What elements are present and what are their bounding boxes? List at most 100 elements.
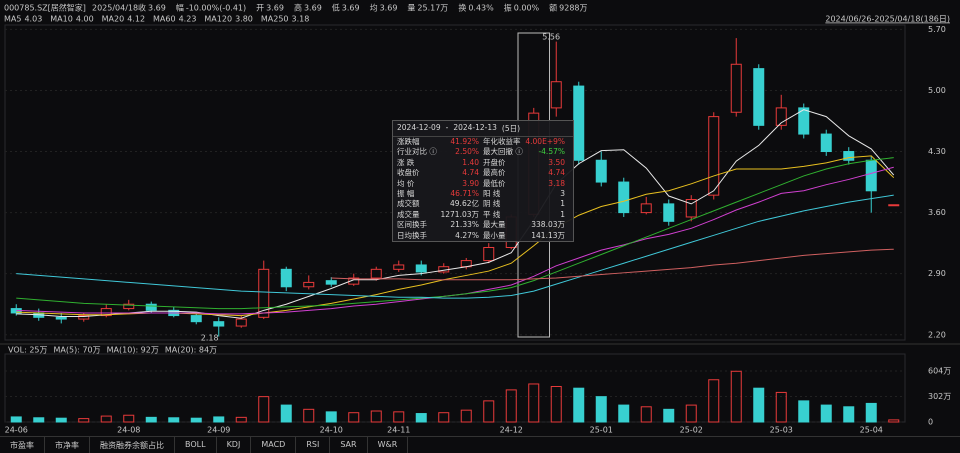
tooltip-value: 3.50 — [548, 157, 565, 167]
indicator-tab[interactable]: 融资融券余额占比 — [90, 437, 175, 453]
volume-bar — [213, 416, 225, 423]
tooltip-label: 涨跌幅 — [397, 137, 420, 146]
tooltip-label: 收盘价 — [397, 168, 420, 178]
tooltip-row: 成交额 49.62亿阴 线 1 — [393, 199, 573, 209]
indicator-tab[interactable]: 市净率 — [45, 437, 90, 453]
ma-value: 4.23 — [179, 15, 197, 24]
tooltip-header: 2024-12-09 - 2024-12-13 (5日) — [393, 121, 573, 137]
tooltip-row: 均 价 3.90 最低价 3.18 — [393, 179, 573, 189]
candle-body — [393, 264, 405, 270]
candle-body — [843, 151, 855, 161]
quote-value: 3.69 — [148, 4, 166, 13]
tooltip-value: -4.57% — [538, 147, 565, 157]
tooltip-label: 最大回撤 ⓘ — [483, 147, 523, 157]
stock-code: 000785.SZ[居然智家] — [4, 3, 86, 13]
volume-bar — [370, 410, 382, 423]
price-panel — [4, 24, 906, 341]
x-tick-label: 25-01 — [590, 426, 613, 435]
volume-legend: MA(10): 92万 — [107, 346, 159, 355]
volume-bar — [708, 379, 720, 423]
ma-name: MA120 — [204, 15, 232, 24]
candle-body — [78, 315, 90, 320]
tooltip-value: 4.74 — [548, 168, 565, 178]
quote-label: 量 — [407, 4, 415, 13]
tooltip-row: 行业对比 ⓘ 2.50% 最大回撤 ⓘ -4.57% — [393, 147, 573, 157]
tooltip-label: 区间换手 — [397, 220, 427, 230]
quote-value: -10.00%(-0.41) — [186, 4, 246, 13]
volume-bar — [258, 396, 270, 423]
ma-name: MA20 — [102, 15, 125, 24]
x-tick-label: 25-04 — [860, 426, 883, 435]
volume-bar — [415, 413, 427, 423]
y-tick-label: 2.20 — [928, 330, 946, 339]
ma-name: MA250 — [261, 15, 289, 24]
volume-bar — [753, 387, 765, 423]
x-tick-label: 25-02 — [680, 426, 703, 435]
start-date[interactable]: 2024-12-09 — [397, 123, 441, 132]
candle-body — [888, 204, 900, 207]
quote-value: 9288万 — [559, 4, 587, 13]
indicator-tab[interactable]: SAR — [330, 437, 368, 453]
volume-bar — [820, 404, 832, 423]
tooltip-value: 49.62亿 — [450, 199, 479, 209]
quote-label: 高 — [294, 3, 302, 13]
quote-value: 3.69 — [342, 4, 360, 13]
candle-body — [573, 85, 585, 161]
candle-body — [483, 247, 495, 262]
x-tick-label: 24-12 — [500, 426, 523, 435]
candle-body — [55, 316, 67, 320]
indicator-tab[interactable]: MACD — [251, 437, 297, 453]
indicator-tab[interactable]: 市盈率 — [0, 437, 45, 453]
volume-tick-label: 302万 — [928, 392, 951, 401]
tooltip-row: 日均换手 4.27% 最小量 141.13万 — [393, 231, 573, 241]
tooltip-row: 涨跌幅 41.92% 年化收益率 4.00E+9% — [393, 137, 573, 147]
ma-line — [16, 157, 894, 310]
volume-bar — [55, 417, 67, 423]
y-tick-label: 2.90 — [928, 269, 946, 278]
quote-label: 换 — [458, 3, 466, 13]
volume-bar — [190, 417, 202, 423]
indicator-tab[interactable]: W&R — [368, 437, 409, 453]
tooltip-value: 141.13万 — [531, 230, 565, 240]
quote-value: 3.69 — [380, 4, 398, 13]
volume-bar — [235, 416, 247, 423]
tooltip-value: 3.90 — [462, 178, 479, 188]
quote-label: 收 — [138, 3, 146, 13]
volume-bar — [685, 404, 697, 423]
indicator-tab[interactable]: RSI — [296, 437, 331, 453]
indicator-tab[interactable]: BOLL — [175, 437, 217, 453]
y-tick-label: 5.00 — [928, 86, 946, 95]
volume-tick-label: 604万 — [928, 366, 951, 375]
ma-name: MA60 — [153, 15, 176, 24]
y-tick-label: 3.60 — [928, 208, 946, 217]
x-tick-label: 25-03 — [770, 426, 793, 435]
quote-label: 幅 — [176, 3, 184, 13]
tooltip-label: 行业对比 ⓘ — [397, 147, 437, 157]
y-tick-label: 5.70 — [928, 25, 946, 34]
tooltip-value: 2.50% — [455, 147, 479, 157]
tooltip-value: 46.71% — [450, 188, 479, 198]
volume-bar — [618, 404, 630, 423]
tooltip-label: 均 价 — [397, 178, 415, 188]
volume-bar — [10, 416, 22, 423]
tooltip-value: 1271.03万 — [440, 209, 479, 219]
candle-body — [798, 107, 810, 135]
tooltip-label: 阴 线 — [483, 199, 501, 209]
tooltip-value: 1 — [560, 209, 565, 219]
tooltip-label: 最高价 — [483, 168, 506, 178]
x-tick-label: 24-10 — [320, 426, 343, 435]
volume-bar — [663, 408, 675, 423]
volume-bar — [168, 417, 180, 423]
separator: - — [445, 123, 449, 132]
volume-bar — [100, 415, 112, 423]
end-date[interactable]: 2024-12-13 — [453, 123, 497, 132]
tooltip-value: 1.40 — [462, 157, 479, 167]
ma-line — [331, 248, 894, 281]
indicator-tab[interactable]: KDJ — [217, 437, 252, 453]
tooltip-value: 4.27% — [455, 230, 479, 240]
volume-bar — [865, 402, 877, 423]
y-tick-label: 4.30 — [928, 147, 946, 156]
volume-legend: VOL: 25万 — [8, 346, 48, 355]
tooltip-label: 平 线 — [483, 209, 501, 219]
